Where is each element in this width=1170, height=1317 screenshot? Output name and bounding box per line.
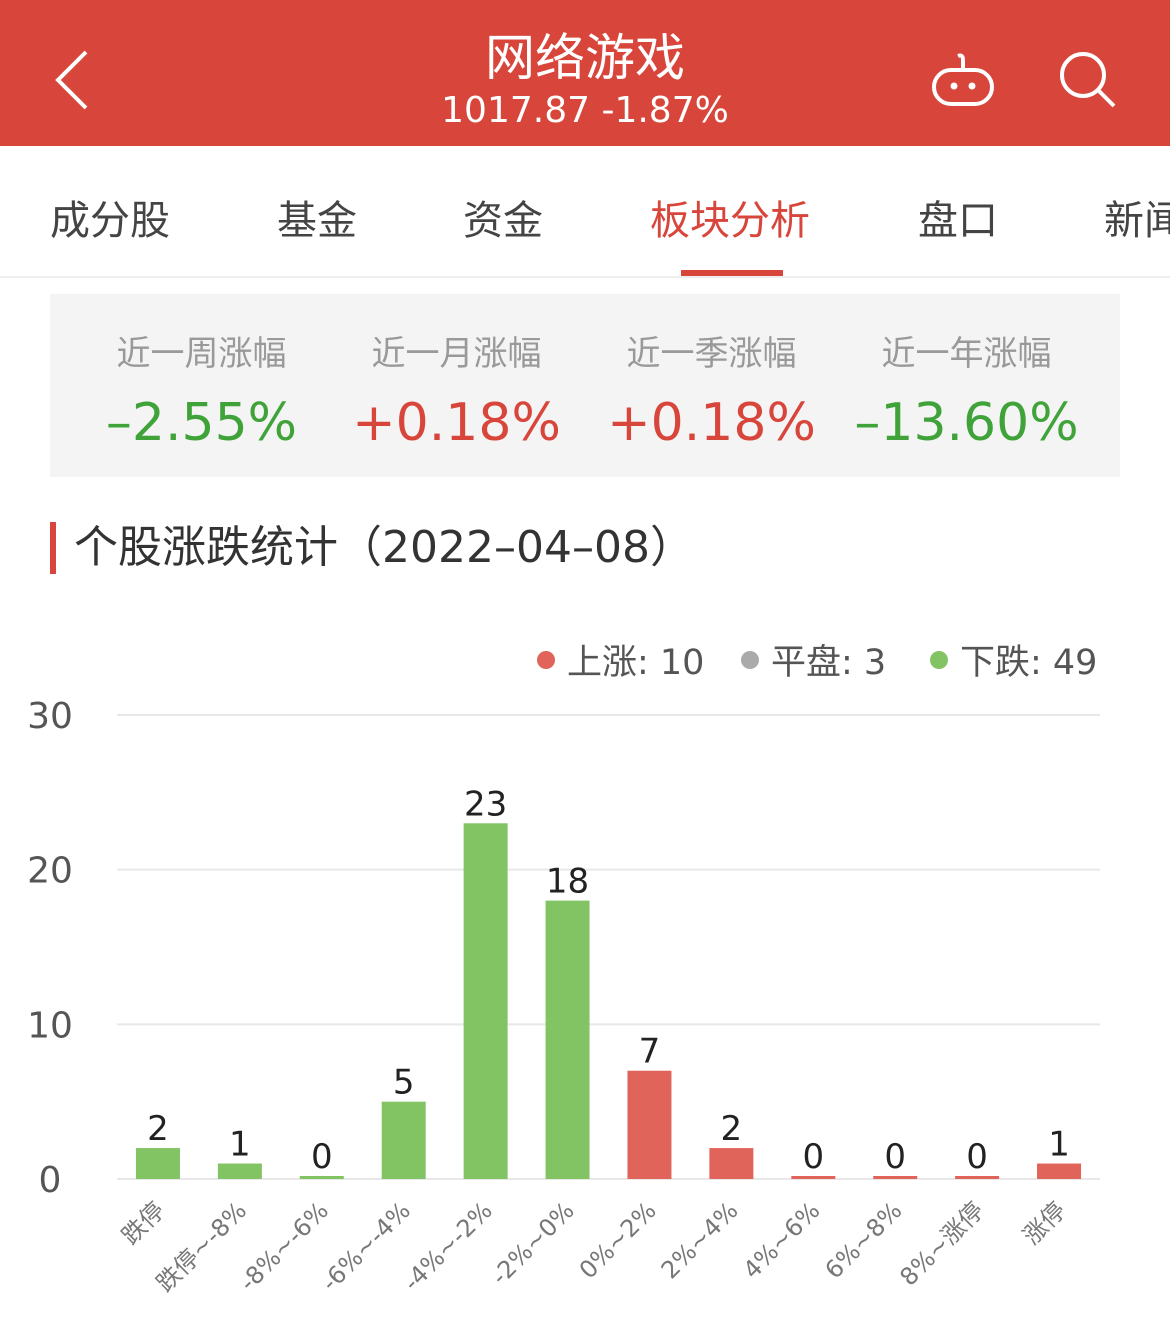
x-tick-label: 4%~6% xyxy=(738,1196,826,1284)
bar-value-label: 18 xyxy=(546,862,589,902)
bar xyxy=(955,1176,1000,1179)
bar-value-label: 7 xyxy=(639,1032,661,1072)
bar-value-label: 2 xyxy=(147,1109,169,1149)
legend-text: 上涨: 10 xyxy=(567,643,705,683)
bar xyxy=(709,1148,754,1179)
legend-text: 下跌: 49 xyxy=(960,643,1098,683)
robot-icon[interactable] xyxy=(930,52,996,108)
legend-dot xyxy=(741,650,759,669)
section-title: 个股涨跌统计（2022–04–08） xyxy=(50,522,694,574)
index-quote: 1017.87 -1.87% xyxy=(441,90,729,131)
bar xyxy=(627,1070,672,1179)
x-tick-label: 0%~2% xyxy=(574,1196,662,1284)
x-tick-label: -6%~-4% xyxy=(316,1196,416,1296)
tab-bar: 成分股 基金 资金 板块分析 盘口 新闻 xyxy=(0,146,1170,278)
bar-value-label: 1 xyxy=(1048,1125,1070,1165)
legend-dot xyxy=(537,650,555,669)
bar-value-label: 2 xyxy=(721,1109,743,1149)
stat-week: 近一周涨幅 –2.55% xyxy=(74,326,329,453)
bar xyxy=(1037,1163,1082,1179)
back-chevron-icon[interactable] xyxy=(52,48,92,112)
x-tick-label: -4%~-2% xyxy=(398,1196,498,1296)
bar xyxy=(463,823,508,1179)
header: 网络游戏 1017.87 -1.87% xyxy=(0,0,1170,146)
bar-value-label: 0 xyxy=(884,1137,906,1177)
stat-label: 近一月涨幅 xyxy=(371,334,542,374)
legend-dot xyxy=(930,650,948,669)
bar-value-label: 5 xyxy=(393,1063,415,1103)
legend-text: 平盘: 3 xyxy=(771,643,887,683)
tab-order-book[interactable]: 盘口 xyxy=(918,198,998,244)
bar xyxy=(545,900,590,1179)
stat-value: –2.55% xyxy=(105,393,298,453)
stat-label: 近一年涨幅 xyxy=(881,334,1052,374)
stat-label: 近一周涨幅 xyxy=(116,334,287,374)
x-tick-label: 跌停~-8% xyxy=(151,1196,252,1297)
bar-value-label: 0 xyxy=(966,1137,988,1177)
bar xyxy=(135,1148,180,1179)
performance-panel: 近一周涨幅 –2.55% 近一月涨幅 +0.18% 近一季涨幅 +0.18% 近一年涨… xyxy=(50,294,1120,477)
x-tick-label: -8%~-6% xyxy=(234,1196,334,1296)
bar xyxy=(299,1176,344,1179)
tab-sector-analysis[interactable]: 板块分析 xyxy=(650,198,810,244)
x-tick-label: -2%~0% xyxy=(486,1196,580,1290)
tab-news[interactable]: 新闻 xyxy=(1104,198,1170,244)
bar-value-label: 23 xyxy=(464,784,507,824)
y-tick-label: 20 xyxy=(27,851,73,892)
x-tick-label: 涨停 xyxy=(1018,1196,1072,1250)
stat-value: +0.18% xyxy=(607,393,816,453)
active-tab-indicator xyxy=(681,270,783,276)
bar xyxy=(873,1176,918,1179)
bar-value-label: 0 xyxy=(802,1137,824,1177)
stat-quarter: 近一季涨幅 +0.18% xyxy=(584,326,839,453)
tab-constituents[interactable]: 成分股 xyxy=(50,198,170,244)
bar xyxy=(217,1163,262,1179)
stat-year: 近一年涨幅 –13.60% xyxy=(839,326,1094,453)
y-tick-label: 30 xyxy=(27,696,73,737)
bar xyxy=(381,1101,426,1179)
x-tick-label: 8%~涨停 xyxy=(894,1196,989,1291)
legend-down: 下跌: 49 xyxy=(930,634,1097,685)
stat-value: –13.60% xyxy=(854,393,1079,453)
bar-value-label: 1 xyxy=(229,1125,251,1165)
legend-up: 上涨: 10 xyxy=(537,634,704,685)
tab-funds[interactable]: 基金 xyxy=(277,198,357,244)
stat-label: 近一季涨幅 xyxy=(626,334,797,374)
stat-month: 近一月涨幅 +0.18% xyxy=(329,326,584,453)
stat-value: +0.18% xyxy=(352,393,561,453)
y-tick-label: 0 xyxy=(39,1160,62,1201)
search-icon[interactable] xyxy=(1058,50,1118,110)
tab-capital[interactable]: 资金 xyxy=(463,198,543,244)
bar xyxy=(791,1176,836,1179)
bar-value-label: 0 xyxy=(311,1137,333,1177)
y-tick-label: 10 xyxy=(27,1005,73,1046)
page-title: 网络游戏 xyxy=(485,29,685,87)
legend-flat: 平盘: 3 xyxy=(741,634,886,685)
x-tick-label: 跌停 xyxy=(116,1196,170,1250)
x-tick-label: 2%~4% xyxy=(656,1196,744,1284)
